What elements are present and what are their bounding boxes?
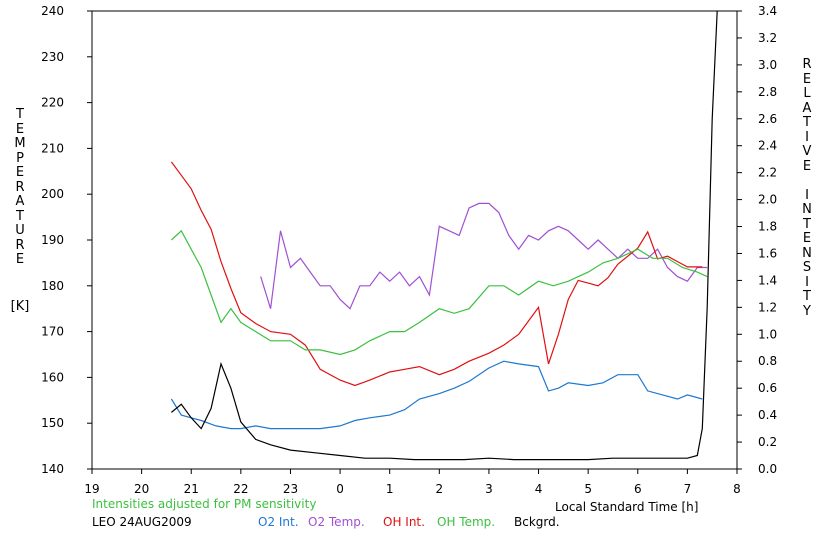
right-tick-label: 0.4 — [758, 408, 777, 422]
x-tick-label: 7 — [684, 482, 692, 496]
axis-label-letter: T — [16, 208, 24, 224]
legend-oh-temp: OH Temp. — [437, 515, 496, 529]
right-tick-label: 2.2 — [758, 166, 777, 180]
legend-oh-int: OH Int. — [383, 515, 425, 529]
axis-label-letter: T — [803, 289, 811, 304]
axis-label-letter: U — [15, 223, 25, 238]
series-oh-temp-line — [170, 229, 708, 356]
axis-label-letter: M — [14, 136, 26, 151]
axis-label-letter: I — [805, 187, 809, 203]
right-tick-label: 2.6 — [758, 112, 777, 126]
right-tick-label: 1.8 — [758, 220, 777, 234]
left-tick-label: 190 — [41, 233, 64, 247]
left-tick-label: 160 — [41, 370, 64, 384]
left-tick-label: 200 — [41, 187, 64, 201]
plot-frame — [91, 10, 738, 470]
y-axis-left-unit: [K] — [10, 299, 30, 314]
x-tick-label: 4 — [535, 482, 543, 496]
series-o2-temp-line — [260, 202, 708, 310]
axis-label-letter: I — [805, 274, 809, 290]
axis-label-letter: A — [15, 194, 25, 209]
axis-label-letter: E — [802, 231, 812, 246]
right-tick-label: 3.4 — [758, 4, 777, 18]
axis-label-letter: A — [802, 100, 812, 116]
right-tick-label: 0.6 — [758, 381, 777, 395]
axis-label-letter: T — [803, 216, 811, 232]
x-tick-label: 1 — [386, 482, 394, 496]
right-tick-label: 0.2 — [758, 435, 777, 449]
series-bckgrd-line — [171, 10, 718, 461]
axis-label-letter: S — [802, 260, 812, 275]
left-axis-ticks: 140 150 160 170 180 190 200 210 220 230 240 — [41, 4, 92, 476]
axis-label-letter: T — [16, 107, 24, 122]
right-tick-label: 0.8 — [758, 354, 777, 368]
axis-label-letter: E — [15, 165, 25, 180]
axis-label-letter: E — [15, 121, 25, 137]
axis-label-letter: V — [802, 144, 812, 159]
right-tick-label: 2.8 — [758, 85, 777, 99]
x-tick-label: 6 — [634, 482, 642, 496]
axis-label-letter: E — [802, 158, 812, 174]
legend-bckgrd: Bckgrd. — [514, 515, 560, 529]
x-tick-label: 8 — [733, 482, 741, 496]
x-axis-label: Local Standard Time [h] — [555, 500, 699, 514]
sensitivity-note: Intensities adjusted for PM sensitivity — [92, 497, 317, 511]
right-tick-label: 2.0 — [758, 193, 777, 207]
left-tick-label: 140 — [41, 462, 64, 476]
x-tick-label: 20 — [134, 482, 149, 496]
left-tick-label: 170 — [41, 325, 64, 339]
series-oh-int-line — [170, 161, 703, 387]
right-tick-label: 3.0 — [758, 58, 777, 72]
right-tick-label: 3.2 — [758, 31, 777, 45]
axis-label-letter: L — [803, 86, 811, 101]
right-tick-label: 1.2 — [758, 300, 777, 314]
left-tick-label: 180 — [41, 279, 64, 293]
x-tick-label: 23 — [283, 482, 298, 496]
x-tick-label: 22 — [233, 482, 248, 496]
axis-label-letter: R — [15, 179, 25, 195]
left-tick-label: 240 — [41, 4, 64, 18]
x-tick-label: 21 — [184, 482, 199, 496]
axis-label-letter: E — [802, 71, 812, 87]
legend-o2-int: O2 Int. — [258, 515, 299, 529]
axis-label-letter — [797, 174, 817, 189]
axis-label-letter: P — [16, 150, 24, 166]
right-tick-label: 1.6 — [758, 246, 777, 260]
series-o2-int-line — [170, 360, 703, 430]
left-tick-label: 210 — [41, 141, 64, 155]
axis-label-letter: E — [15, 252, 25, 267]
right-tick-label: 1.0 — [758, 327, 777, 341]
x-axis-ticks: 19 20 21 22 23 0 1 2 3 4 5 6 7 8 — [84, 469, 741, 496]
right-axis-ticks: 0.0 0.2 0.4 0.6 0.8 1.0 1.2 1.4 1.6 1.8 2.0 2.2 2.4 2… — [737, 4, 777, 476]
axis-label-letter: N — [802, 245, 812, 261]
series-layer — [170, 10, 718, 461]
legend-o2-temp: O2 Temp. — [308, 515, 365, 529]
x-tick-label: 19 — [84, 482, 99, 496]
x-tick-label: 3 — [485, 482, 493, 496]
left-tick-label: 230 — [41, 50, 64, 64]
right-tick-label: 1.4 — [758, 273, 777, 287]
x-tick-label: 5 — [584, 482, 592, 496]
left-tick-label: 220 — [41, 96, 64, 110]
x-tick-label: 0 — [336, 482, 344, 496]
axis-label-letter: R — [15, 237, 25, 253]
station-date: LEO 24AUG2009 — [92, 515, 192, 529]
x-tick-label: 2 — [435, 482, 443, 496]
right-tick-label: 0.0 — [758, 462, 777, 476]
axis-label-letter: R — [802, 57, 812, 72]
left-tick-label: 150 — [41, 416, 64, 430]
axis-label-letter: I — [805, 129, 809, 145]
axis-label-letter: Y — [803, 303, 811, 319]
axis-label-letter: N — [802, 202, 812, 217]
axis-label-letter: T — [803, 115, 811, 130]
right-tick-label: 2.4 — [758, 139, 777, 153]
